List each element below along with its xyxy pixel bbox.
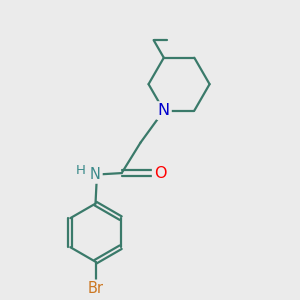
Text: H: H	[76, 164, 86, 177]
Text: N: N	[90, 167, 101, 182]
Text: O: O	[154, 166, 166, 181]
Text: Br: Br	[88, 281, 103, 296]
Text: N: N	[158, 103, 170, 118]
